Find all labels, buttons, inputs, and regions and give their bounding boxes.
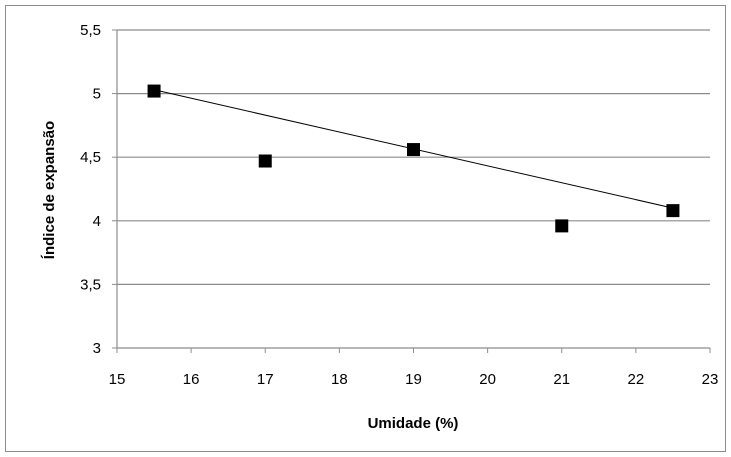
- x-tick-label: 23: [702, 371, 719, 388]
- data-point: [147, 84, 161, 98]
- data-point: [555, 219, 569, 233]
- y-tick-label: 3,5: [80, 276, 101, 293]
- x-tick-label: 22: [628, 371, 645, 388]
- x-tick-label: 15: [109, 371, 126, 388]
- x-tick-label: 17: [257, 371, 274, 388]
- x-tick-label: 16: [183, 371, 200, 388]
- x-axis-title: Umidade (%): [368, 415, 459, 432]
- x-tick-labels: 15 16 17 18 19 20 21 22 23: [109, 371, 719, 388]
- y-tick-label: 4,5: [80, 149, 101, 166]
- y-tick-label: 3: [93, 340, 101, 357]
- chart-area: [5, 5, 726, 452]
- x-tick-label: 18: [331, 371, 348, 388]
- data-points: [147, 84, 680, 233]
- x-tick-label: 20: [479, 371, 496, 388]
- y-tick-label: 5,5: [80, 22, 101, 39]
- y-tick-labels: 3 3,5 4 4,5 5 5,5: [80, 22, 101, 357]
- x-tick-label: 19: [405, 371, 422, 388]
- y-tick-label: 5: [93, 86, 101, 103]
- data-point: [666, 204, 680, 218]
- axes: [116, 30, 711, 353]
- data-point: [258, 154, 272, 168]
- data-point: [407, 143, 420, 157]
- x-tick-label: 21: [553, 371, 570, 388]
- gridlines: [112, 29, 710, 349]
- y-tick-label: 4: [93, 213, 101, 230]
- y-axis-title: Índice de expansão: [41, 121, 58, 259]
